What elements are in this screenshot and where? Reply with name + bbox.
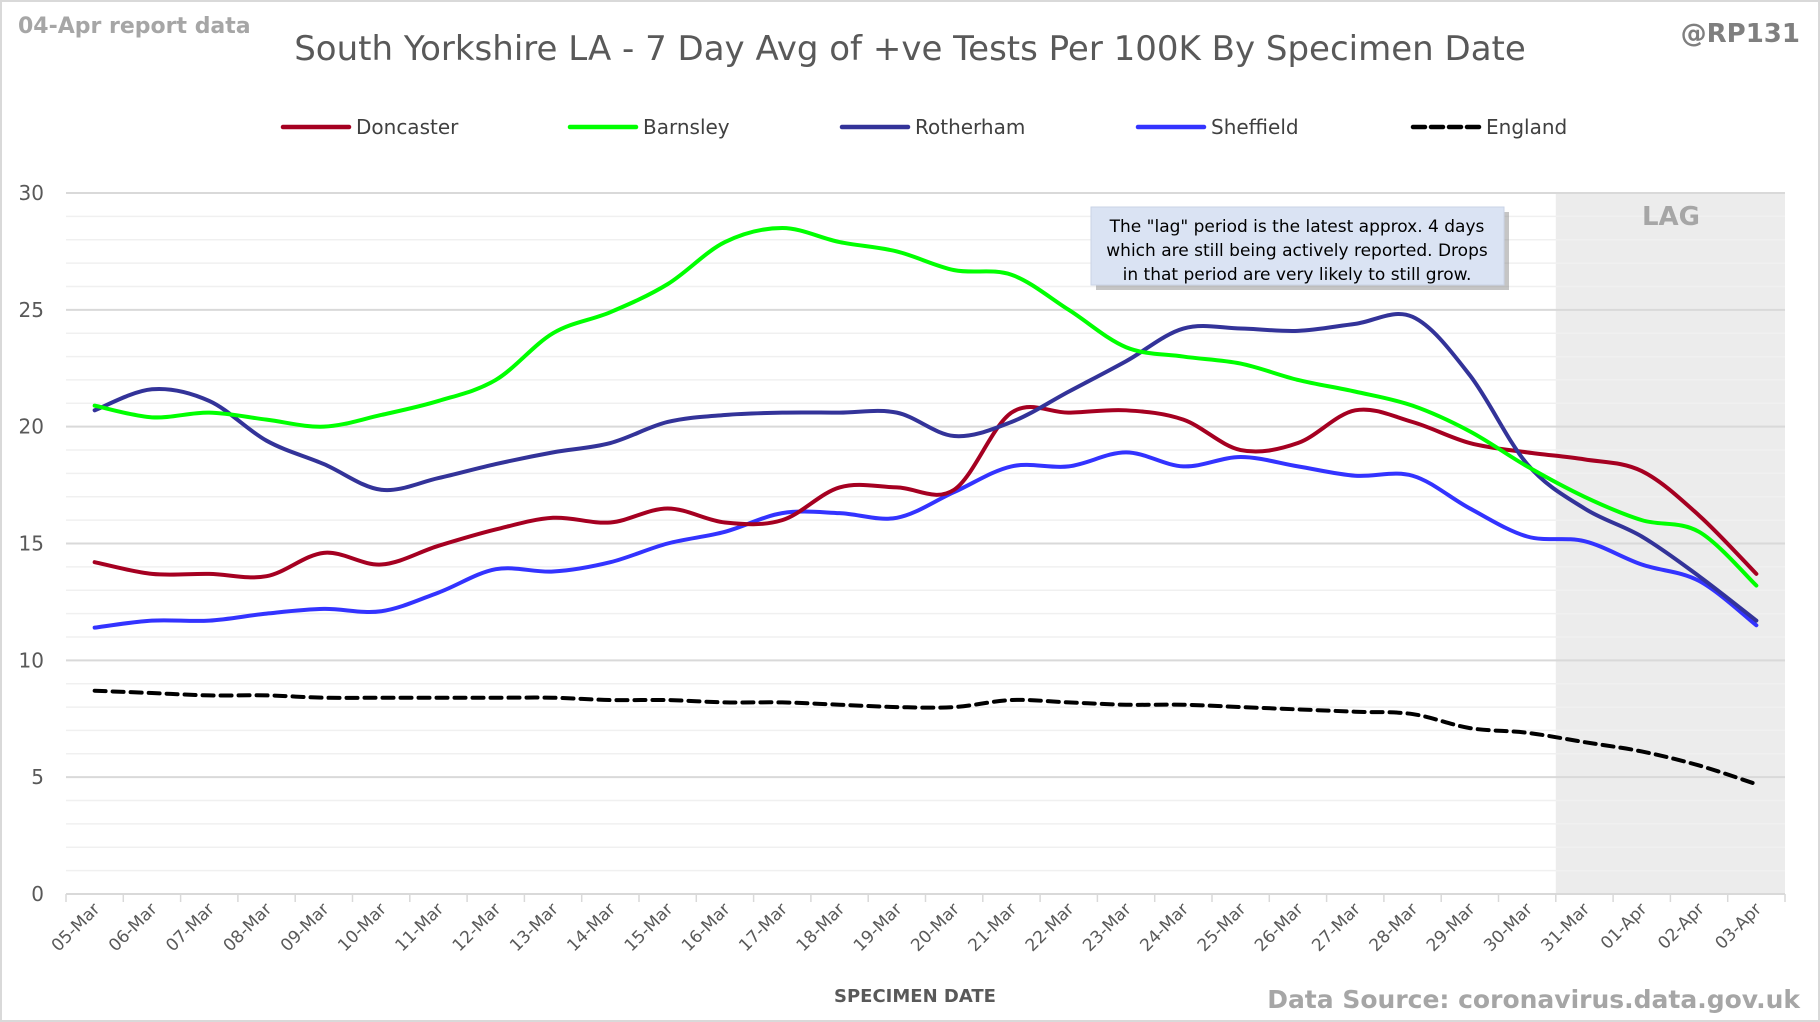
x-tick-label: 12-Mar bbox=[449, 899, 505, 955]
x-tick-label: 11-Mar bbox=[392, 899, 448, 955]
series-line-rotherham bbox=[92, 312, 1759, 623]
x-tick-label: 05-Mar bbox=[48, 899, 104, 955]
author-handle: @RP131 bbox=[1681, 19, 1800, 49]
legend-label-england: England bbox=[1486, 115, 1567, 139]
x-tick-label: 15-Mar bbox=[621, 899, 677, 955]
x-tick-label: 26-Mar bbox=[1251, 899, 1307, 955]
lag-note-line: in that period are very likely to still … bbox=[1123, 265, 1472, 285]
x-tick-label: 03-Apr bbox=[1712, 899, 1766, 953]
x-tick-label: 29-Mar bbox=[1423, 899, 1479, 955]
y-tick-label: 15 bbox=[19, 532, 44, 556]
x-tick-label: 19-Mar bbox=[850, 899, 906, 955]
lag-note-box: The "lag" period is the latest approx. 4… bbox=[1090, 206, 1509, 290]
x-tick-label: 14-Mar bbox=[563, 899, 619, 955]
lag-note-line: which are still being actively reported.… bbox=[1106, 241, 1488, 261]
gridlines bbox=[66, 192, 1785, 872]
x-tick-label: 18-Mar bbox=[793, 899, 849, 955]
y-tick-label: 30 bbox=[19, 181, 44, 205]
y-axis-ticks: 0 5 10 15 20 25 30 bbox=[19, 181, 44, 906]
y-tick-label: 10 bbox=[19, 648, 44, 672]
x-tick-label: 02-Apr bbox=[1654, 899, 1708, 953]
x-tick-label: 08-Mar bbox=[220, 899, 276, 955]
y-tick-label: 0 bbox=[31, 882, 44, 906]
x-tick-label: 24-Mar bbox=[1136, 899, 1192, 955]
x-tick-label: 10-Mar bbox=[334, 899, 390, 955]
data-source: Data Source: coronavirus.data.gov.uk bbox=[1267, 985, 1801, 1014]
x-tick-label: 01-Apr bbox=[1597, 899, 1651, 953]
lag-label: LAG bbox=[1642, 202, 1700, 232]
series-line-england bbox=[92, 688, 1759, 787]
legend-label-barnsley: Barnsley bbox=[643, 115, 730, 139]
legend-label-sheffield: Sheffield bbox=[1211, 115, 1299, 139]
x-tick-label: 22-Mar bbox=[1022, 899, 1078, 955]
series-line-barnsley bbox=[92, 226, 1759, 588]
legend: Doncaster Barnsley Rotherham Sheffield Engla… bbox=[280, 115, 1567, 139]
x-tick-label: 16-Mar bbox=[678, 899, 734, 955]
x-tick-label: 21-Mar bbox=[965, 899, 1021, 955]
series-line-sheffield bbox=[92, 450, 1759, 630]
x-tick-label: 30-Mar bbox=[1480, 899, 1536, 955]
legend-label-rotherham: Rotherham bbox=[915, 115, 1025, 139]
x-axis: 05-Mar 06-Mar 07-Mar 08-Mar 09-Mar 10-Mar 11-M… bbox=[48, 893, 1786, 956]
x-tick-label: 17-Mar bbox=[735, 899, 791, 955]
legend-label-doncaster: Doncaster bbox=[356, 115, 459, 139]
x-tick-label: 27-Mar bbox=[1308, 899, 1364, 955]
y-tick-label: 5 bbox=[31, 765, 44, 789]
x-axis-title: SPECIMEN DATE bbox=[834, 986, 996, 1007]
chart-title: South Yorkshire LA - 7 Day Avg of +ve Te… bbox=[294, 29, 1526, 69]
x-tick-label: 06-Mar bbox=[105, 899, 161, 955]
x-tick-label: 09-Mar bbox=[277, 899, 333, 955]
x-tick-label: 20-Mar bbox=[907, 899, 963, 955]
series-line-doncaster bbox=[92, 405, 1759, 580]
x-tick-label: 23-Mar bbox=[1079, 899, 1135, 955]
lag-note-line: The "lag" period is the latest approx. 4… bbox=[1109, 217, 1485, 237]
y-tick-label: 25 bbox=[19, 298, 44, 322]
x-tick-label: 13-Mar bbox=[506, 899, 562, 955]
y-tick-label: 20 bbox=[19, 415, 44, 439]
series-lines bbox=[92, 226, 1759, 787]
x-tick-label: 25-Mar bbox=[1194, 899, 1250, 955]
x-tick-label: 28-Mar bbox=[1366, 899, 1422, 955]
x-tick-label: 07-Mar bbox=[162, 899, 218, 955]
report-date-label: 04-Apr report data bbox=[18, 14, 251, 39]
x-tick-label: 31-Mar bbox=[1538, 899, 1594, 955]
